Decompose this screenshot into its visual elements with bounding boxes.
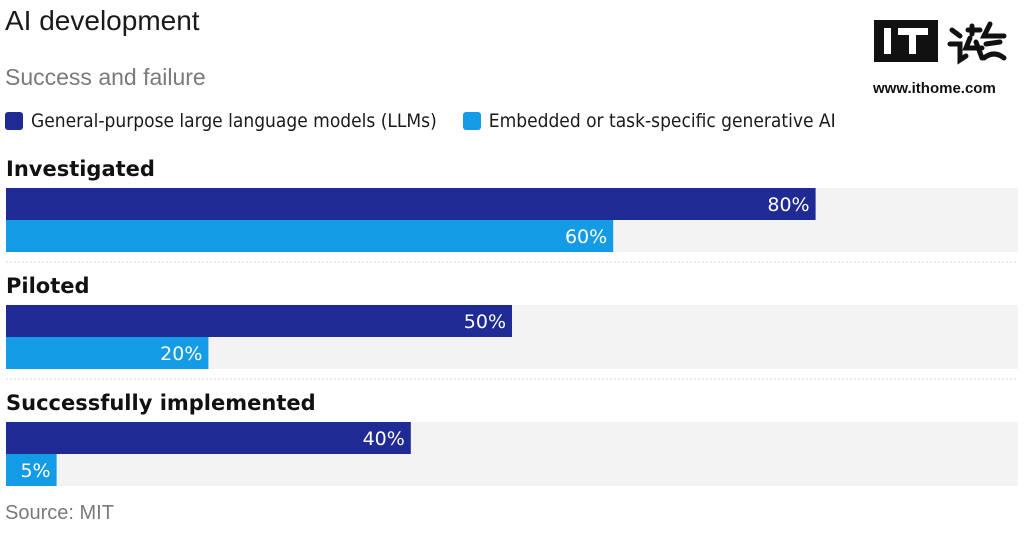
- ithome-logo-icon: [874, 20, 1007, 65]
- legend-item-embedded: Embedded or task-specific generative AI: [462, 110, 836, 132]
- bar: [6, 305, 512, 337]
- legend: General-purpose large language models (L…: [5, 110, 862, 132]
- bar-chart: Investigated 80% 60% Piloted 50% 20% Successfu…: [6, 157, 1018, 486]
- legend-item-llm: General-purpose large language models (L…: [5, 110, 437, 132]
- data-label: 60%: [565, 226, 607, 248]
- data-label: 5%: [20, 460, 50, 482]
- data-label: 20%: [160, 343, 202, 365]
- bar: [6, 220, 614, 252]
- bar: [6, 454, 57, 486]
- bar: [6, 422, 411, 454]
- data-label: 80%: [767, 194, 809, 216]
- legend-label-llm: General-purpose large language models (L…: [31, 110, 437, 132]
- data-label: 40%: [363, 428, 405, 450]
- category-label: Investigated: [6, 157, 155, 181]
- legend-swatch-embedded: [462, 112, 481, 130]
- bar: [6, 337, 209, 369]
- category-label: Piloted: [6, 274, 90, 298]
- brand-url: www.ithome.com: [873, 80, 996, 97]
- legend-swatch-llm: [5, 112, 23, 130]
- category-label: Successfully implemented: [6, 391, 316, 415]
- legend-label-embedded: Embedded or task-specific generative AI: [488, 110, 836, 132]
- bar: [6, 188, 816, 220]
- brand-logo: [872, 18, 1012, 104]
- data-label: 50%: [464, 311, 506, 333]
- chart-title: AI development: [5, 5, 200, 36]
- source-note: Source: MIT: [5, 502, 114, 524]
- chart-subtitle: Success and failure: [5, 64, 206, 90]
